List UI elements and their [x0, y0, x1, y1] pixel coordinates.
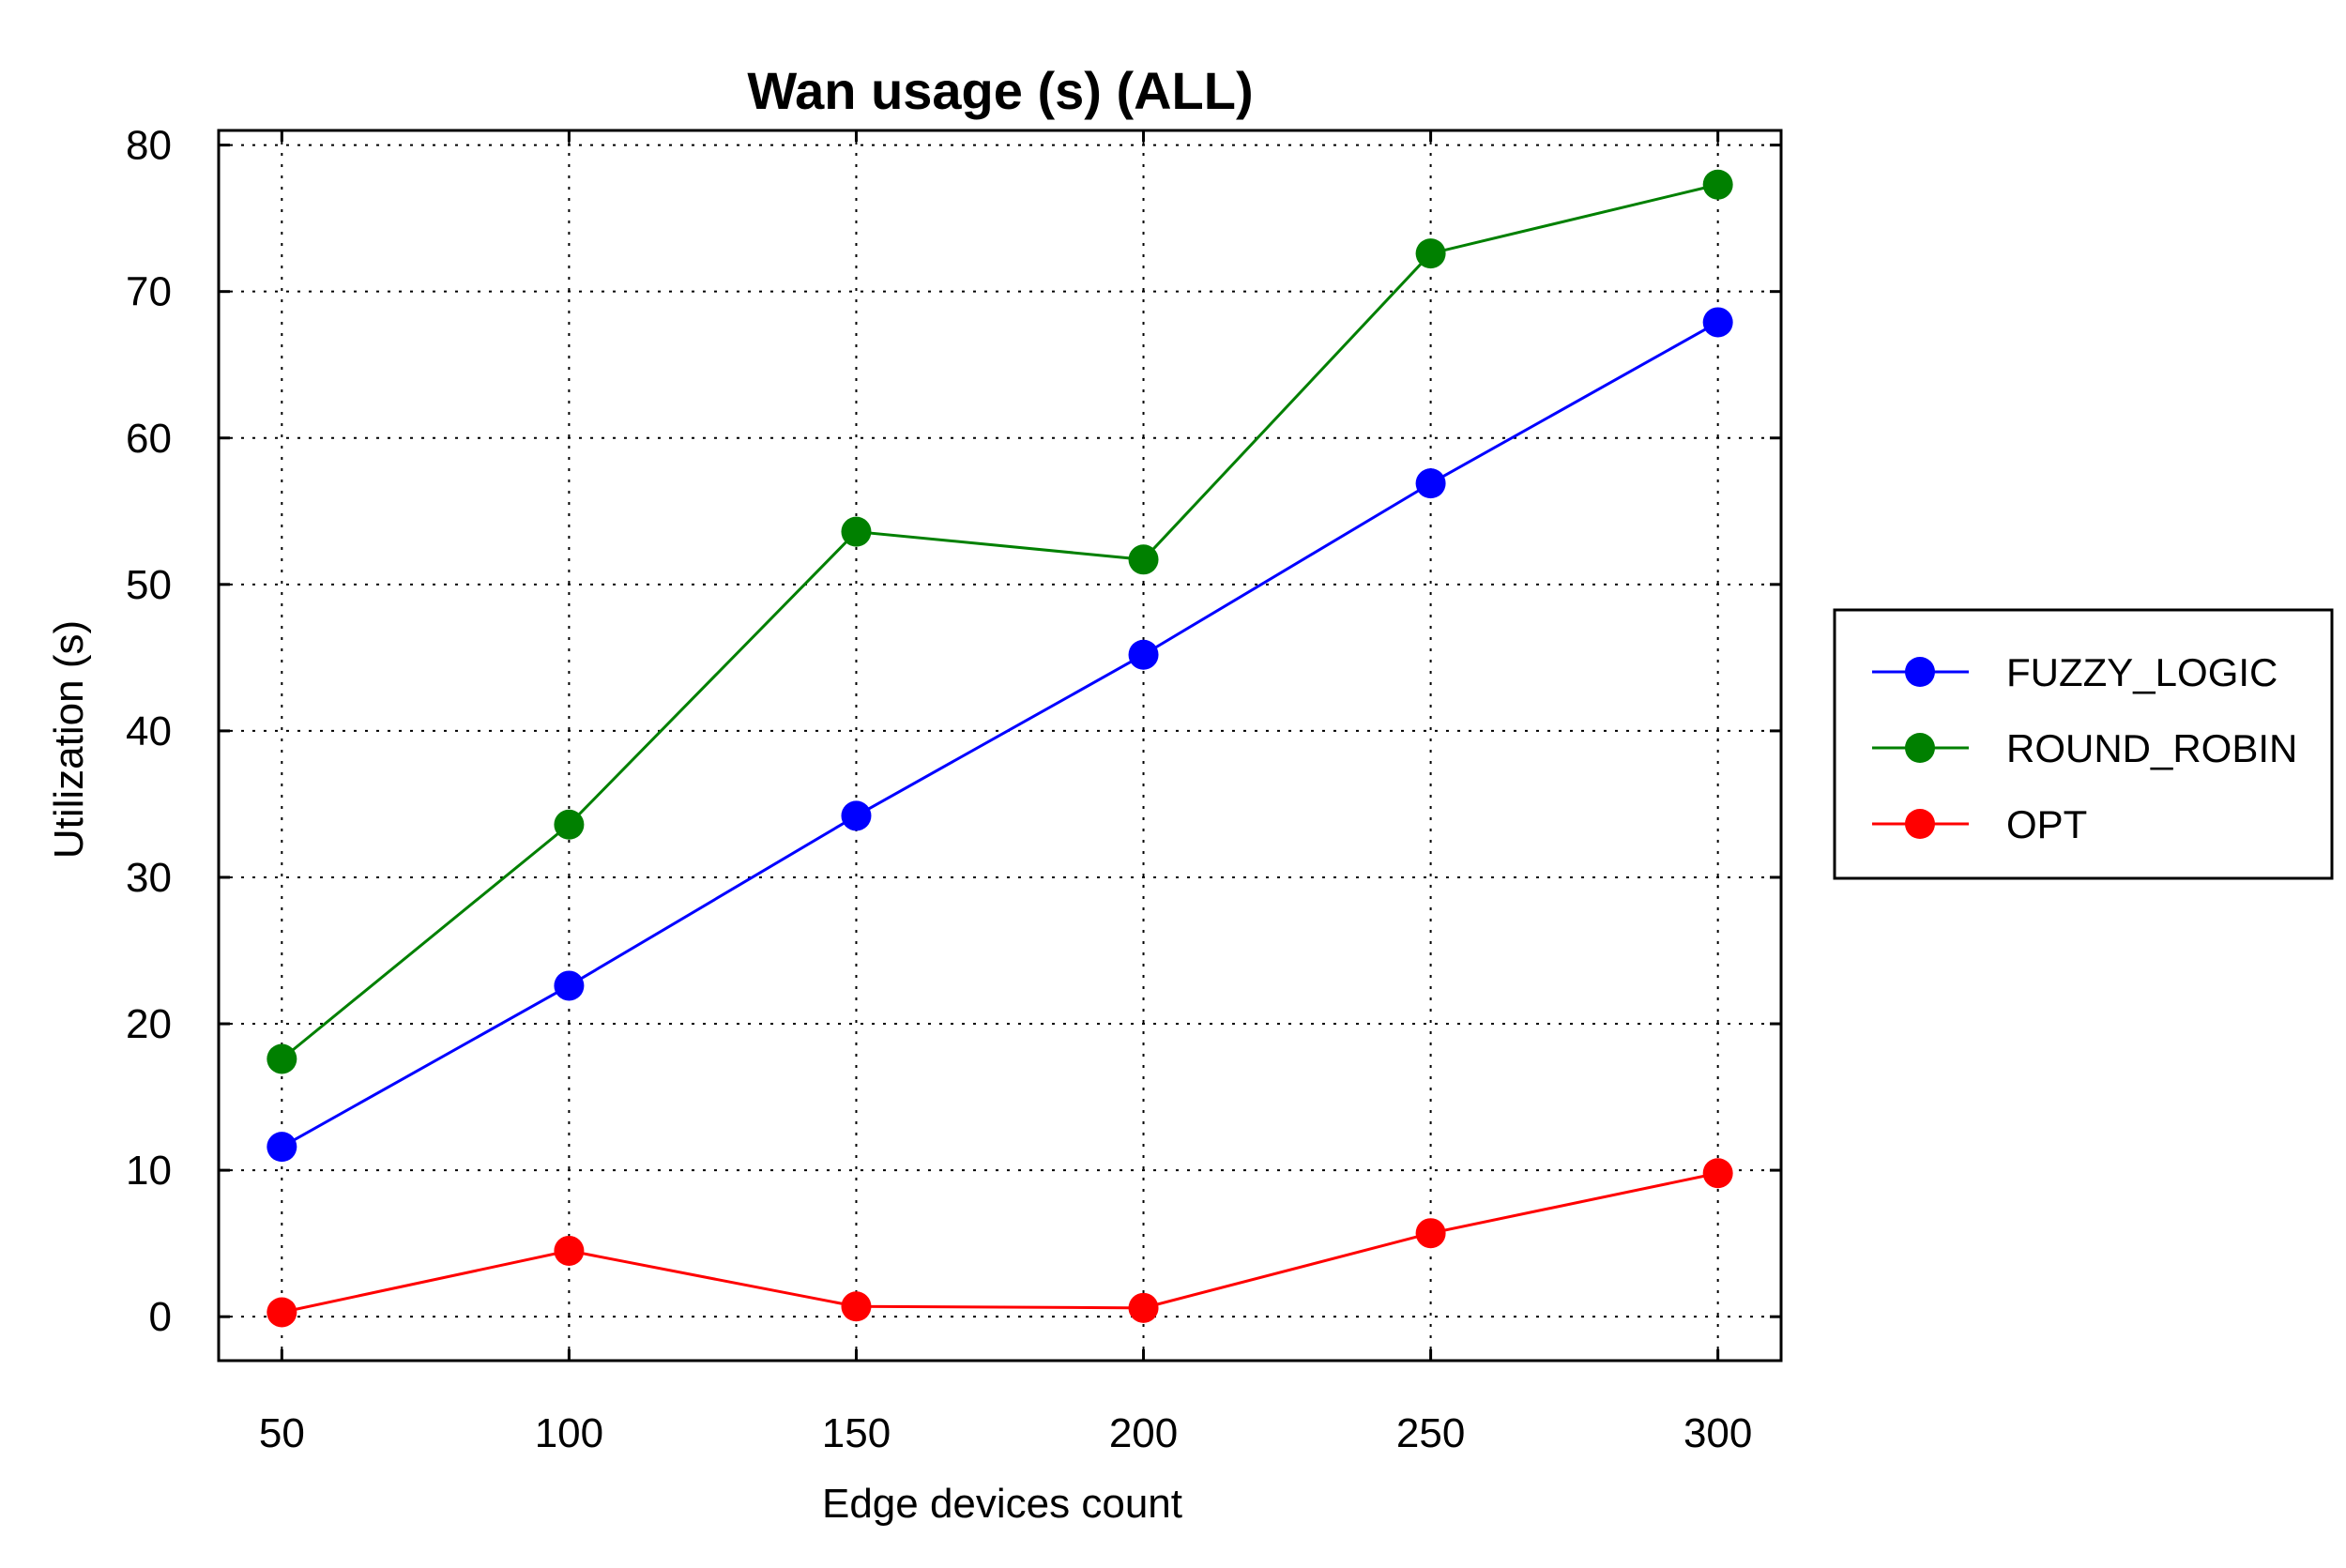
- data-point: [267, 1297, 297, 1328]
- legend-label: ROUND_ROBIN: [2006, 726, 2297, 770]
- y-tick-label: 30: [126, 855, 172, 901]
- data-point: [554, 1235, 585, 1266]
- x-tick-label: 150: [822, 1410, 891, 1456]
- grid: [219, 130, 1781, 1361]
- axis-ticks: 50 100 150 200 250 300 0 10 20 30 40 50 60 70 80: [126, 123, 1781, 1456]
- y-tick-label: 60: [126, 416, 172, 462]
- series-fuzzy-logic: [267, 307, 1733, 1163]
- data-point: [1415, 1218, 1446, 1249]
- legend-marker: [1905, 733, 1935, 763]
- y-tick-label: 10: [126, 1148, 172, 1194]
- data-point: [841, 800, 872, 831]
- chart-title: Wan usage (s) (ALL): [747, 61, 1253, 120]
- y-tick-label: 0: [149, 1294, 172, 1340]
- data-point: [1415, 238, 1446, 269]
- series-group: [267, 169, 1733, 1328]
- data-point: [267, 1043, 297, 1074]
- y-tick-label: 40: [126, 708, 172, 754]
- data-point: [1128, 1292, 1159, 1323]
- series-opt: [267, 1158, 1733, 1328]
- data-point: [1128, 544, 1159, 575]
- y-tick-label: 20: [126, 1001, 172, 1047]
- data-point: [554, 809, 585, 840]
- legend: FUZZY_LOGIC ROUND_ROBIN OPT: [1833, 608, 2334, 880]
- data-point: [267, 1132, 297, 1163]
- data-point: [1128, 639, 1159, 670]
- data-point: [1702, 307, 1733, 338]
- data-point: [841, 1291, 872, 1322]
- series-round-robin: [267, 169, 1733, 1074]
- plot-frame: [217, 129, 1783, 1362]
- series-line: [281, 321, 1719, 1149]
- legend-item: ROUND_ROBIN: [1872, 726, 2297, 770]
- x-axis-label: Edge devices count: [822, 1481, 1182, 1527]
- x-tick-label: 100: [535, 1410, 603, 1456]
- x-tick-label: 50: [259, 1410, 305, 1456]
- series-line: [282, 1171, 1718, 1314]
- legend-label: FUZZY_LOGIC: [2006, 650, 2277, 694]
- y-tick-label: 80: [126, 123, 172, 169]
- data-point: [841, 516, 872, 547]
- legend-marker: [1905, 657, 1935, 687]
- y-tick-label: 50: [126, 562, 172, 608]
- legend-item: OPT: [1872, 802, 2087, 846]
- data-point: [1702, 1158, 1733, 1189]
- data-point: [554, 970, 585, 1001]
- x-tick-label: 300: [1683, 1410, 1752, 1456]
- y-tick-label: 70: [126, 269, 172, 315]
- series-line: [281, 183, 1719, 1060]
- x-tick-label: 200: [1109, 1410, 1178, 1456]
- data-point: [1415, 468, 1446, 499]
- legend-marker: [1905, 809, 1935, 839]
- data-point: [1702, 169, 1733, 200]
- legend-item: FUZZY_LOGIC: [1872, 650, 2277, 694]
- x-tick-label: 250: [1396, 1410, 1465, 1456]
- legend-label: OPT: [2006, 802, 2087, 846]
- y-axis-label: Utilization (s): [46, 620, 92, 859]
